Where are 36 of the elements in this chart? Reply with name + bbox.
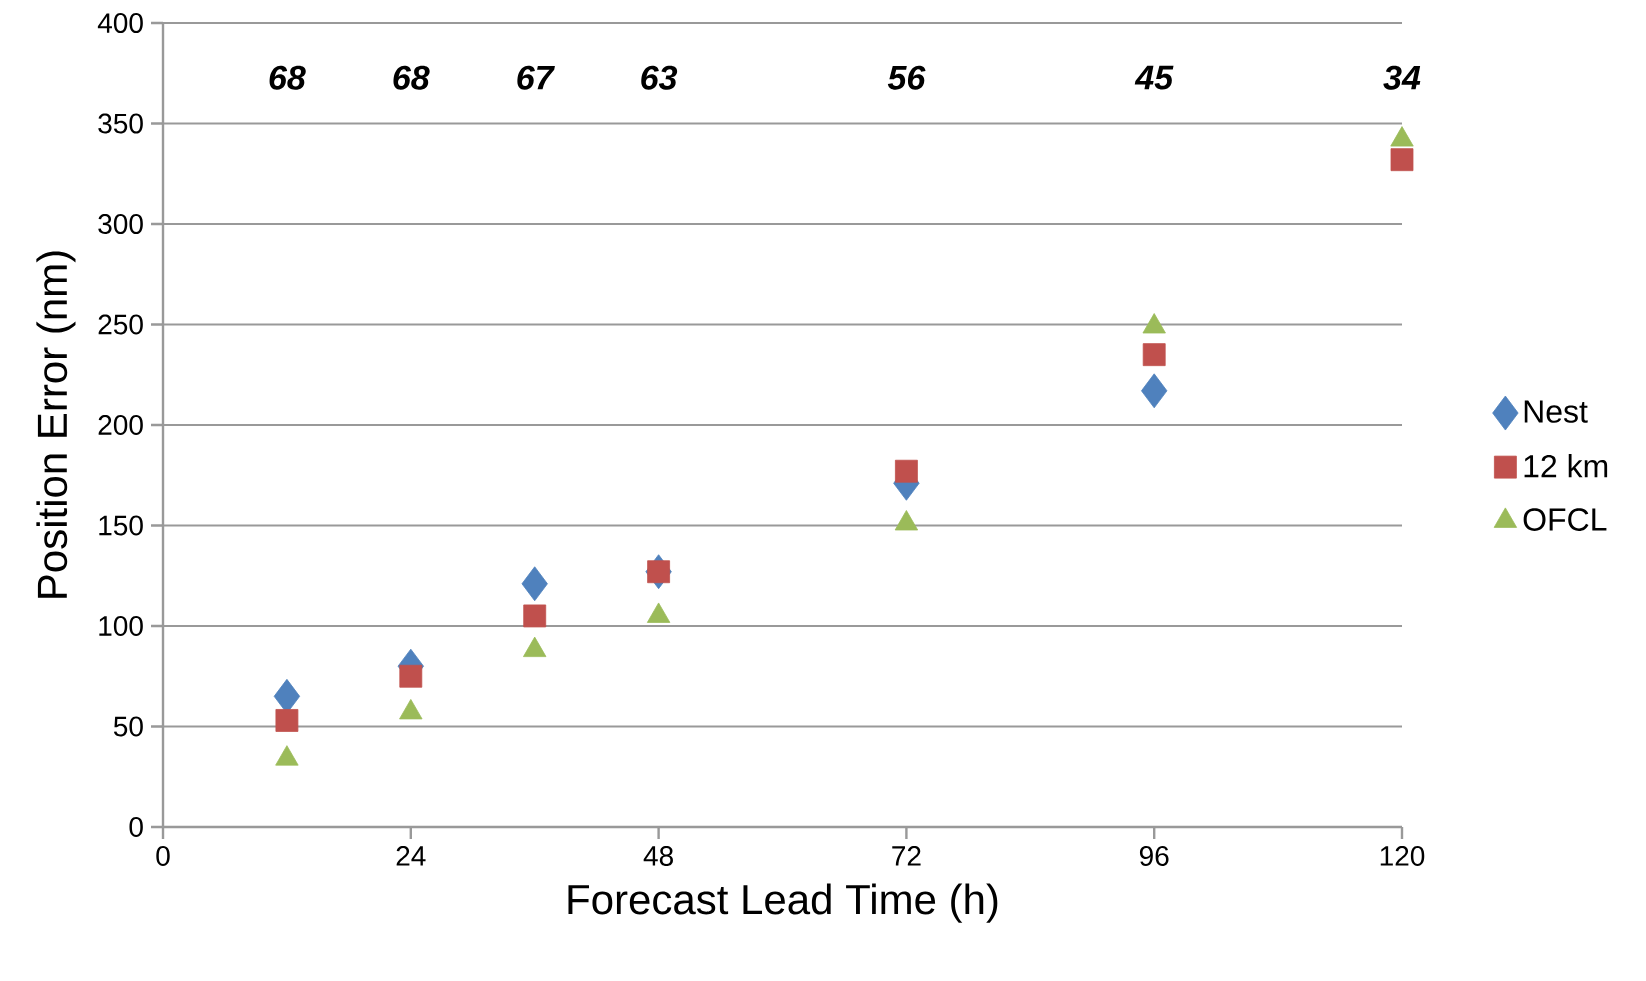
y-tick-label: 250	[98, 314, 143, 335]
y-tick-label: 50	[113, 716, 143, 737]
point	[895, 459, 918, 483]
x-tick-label: 24	[396, 846, 426, 866]
point	[1390, 148, 1414, 172]
x-tick-label: 0	[156, 846, 170, 866]
y-tick-label: 400	[97, 13, 143, 33]
annotation: 68	[393, 65, 430, 90]
point	[647, 560, 670, 584]
y-tick-label: 350	[98, 113, 143, 134]
annotation: 56	[887, 65, 926, 90]
y-tick-label: 150	[99, 515, 143, 536]
x-tick-label: 72	[892, 846, 921, 866]
x-tick-label: 96	[1139, 846, 1169, 866]
annotation: 67	[517, 65, 555, 90]
annotation: 45	[1134, 65, 1174, 90]
point	[1141, 373, 1168, 409]
x-tick-label: 48	[643, 846, 673, 866]
annotation: 63	[641, 65, 678, 90]
point	[399, 664, 423, 688]
point	[523, 604, 547, 628]
y-tick-label: 200	[98, 415, 143, 435]
y-axis-title: Position Error (nm)	[36, 251, 76, 598]
annotation: 34	[1383, 65, 1421, 90]
point	[1142, 343, 1166, 367]
x-axis-title: Forecast Lead Time (h)	[568, 883, 998, 923]
y-tick-label: 0	[129, 817, 143, 837]
annotation: 68	[269, 65, 306, 90]
legend-label: Nest	[1524, 400, 1588, 423]
x-tick-label: 120	[1380, 846, 1425, 866]
point	[275, 709, 299, 732]
y-tick-label: 100	[99, 616, 143, 636]
legend-label: OFCL	[1523, 508, 1607, 531]
y-tick-label: 300	[98, 214, 143, 234]
legend-label: 12 km	[1524, 454, 1608, 478]
point	[521, 566, 548, 602]
